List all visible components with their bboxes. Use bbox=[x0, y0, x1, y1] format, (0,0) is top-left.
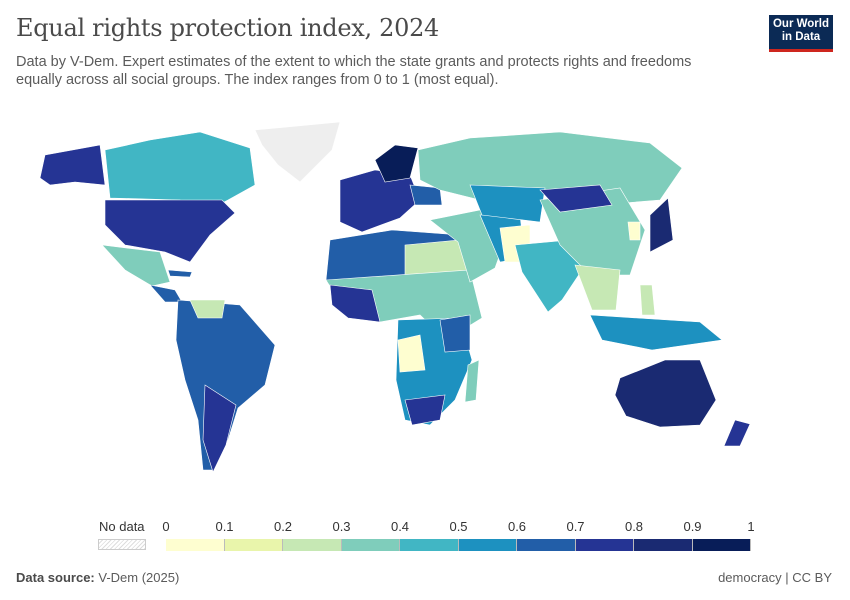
legend-tick: 0.4 bbox=[390, 519, 410, 534]
owid-logo[interactable]: Our World in Data bbox=[769, 15, 833, 52]
country-japan[interactable] bbox=[649, 197, 674, 253]
legend-tick: 0.9 bbox=[683, 519, 702, 534]
legend-bin[interactable] bbox=[224, 539, 283, 551]
country-drc[interactable] bbox=[397, 334, 426, 373]
legend-bin[interactable] bbox=[166, 539, 225, 551]
no-data-swatch bbox=[98, 539, 146, 550]
legend-tick: 1 bbox=[747, 519, 755, 534]
legend-bin[interactable] bbox=[634, 539, 693, 551]
country-east-africa[interactable] bbox=[439, 314, 471, 353]
no-data-label: No data bbox=[99, 519, 145, 534]
legend-tick: 0.5 bbox=[449, 519, 468, 534]
country-west-africa[interactable] bbox=[329, 284, 381, 323]
country-mexico[interactable] bbox=[101, 244, 171, 287]
legend-tick: 0.1 bbox=[215, 519, 234, 534]
legend-tick: 0.3 bbox=[332, 519, 351, 534]
country-usa[interactable] bbox=[104, 199, 236, 263]
country-cuba[interactable] bbox=[167, 269, 193, 278]
source-label: Data source: bbox=[16, 570, 95, 585]
country-australia[interactable] bbox=[614, 359, 717, 428]
legend-bins bbox=[166, 539, 751, 551]
country-argentina-chile[interactable] bbox=[202, 384, 237, 473]
license[interactable]: democracy | CC BY bbox=[718, 570, 832, 585]
country-scandinavia[interactable] bbox=[374, 144, 419, 183]
legend-tick: 0.2 bbox=[273, 519, 293, 534]
legend-bin[interactable] bbox=[692, 539, 751, 551]
country-canada[interactable] bbox=[104, 131, 256, 213]
legend-bin[interactable] bbox=[517, 539, 576, 551]
country-madagascar[interactable] bbox=[464, 359, 480, 403]
country-philippines[interactable] bbox=[639, 284, 656, 316]
world-map[interactable] bbox=[0, 110, 850, 510]
legend-tick: 0 bbox=[162, 519, 170, 534]
page-title: Equal rights protection index, 2024 bbox=[16, 14, 440, 42]
country-new-zealand[interactable] bbox=[723, 419, 751, 447]
country-mongolia[interactable] bbox=[539, 184, 613, 213]
country-alaska[interactable] bbox=[39, 144, 106, 186]
country-indonesia[interactable] bbox=[589, 314, 723, 351]
legend-tick: 0.8 bbox=[624, 519, 644, 534]
legend-bin[interactable] bbox=[458, 539, 517, 551]
country-central-america[interactable] bbox=[149, 284, 183, 303]
legend-bin[interactable] bbox=[400, 539, 459, 551]
country-korea[interactable] bbox=[627, 221, 641, 241]
color-legend: No data 0 0.1 0.2 0.3 0.4 0.5 0.6 0.7 0.8 0.9 1 bbox=[0, 515, 850, 555]
legend-tick: 0.6 bbox=[507, 519, 527, 534]
legend-tick: 0.7 bbox=[566, 519, 585, 534]
legend-bin[interactable] bbox=[575, 539, 634, 551]
country-europe-west[interactable] bbox=[339, 169, 421, 233]
country-southeast-asia[interactable] bbox=[574, 264, 621, 311]
country-greenland[interactable] bbox=[254, 121, 341, 183]
legend-bin[interactable] bbox=[283, 539, 342, 551]
page-subtitle: Data by V-Dem. Expert estimates of the e… bbox=[16, 54, 692, 88]
source-link[interactable]: V-Dem (2025) bbox=[98, 570, 180, 585]
country-southern-africa[interactable] bbox=[404, 394, 446, 426]
data-source: Data source: V-Dem (2025) bbox=[16, 570, 179, 585]
country-central-asia[interactable] bbox=[469, 184, 546, 223]
legend-bin[interactable] bbox=[341, 539, 400, 551]
country-ukraine[interactable] bbox=[409, 184, 443, 206]
country-venezuela[interactable] bbox=[189, 299, 226, 319]
